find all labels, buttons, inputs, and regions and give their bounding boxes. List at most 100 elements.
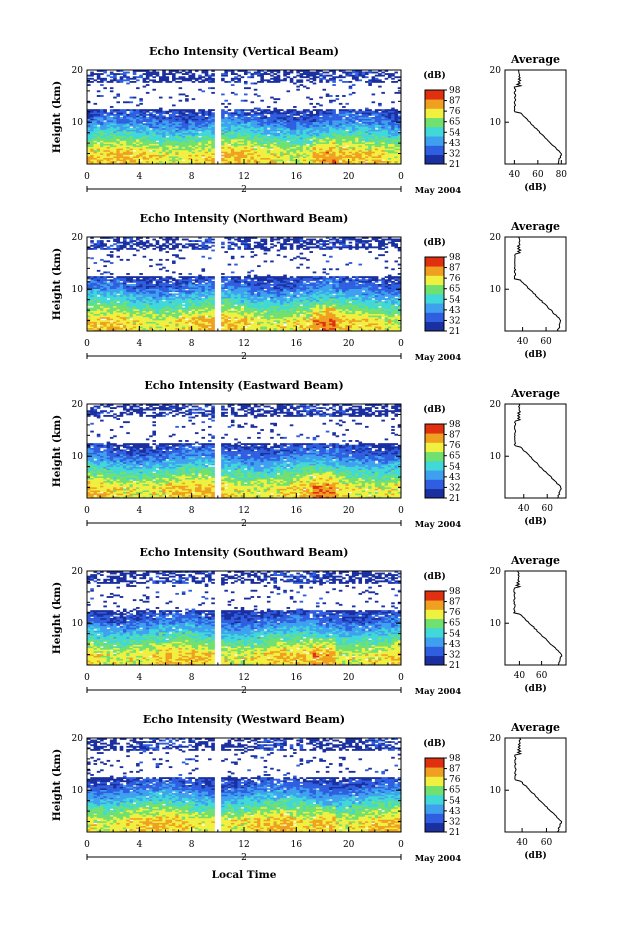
heatmap-cell	[162, 239, 166, 241]
heatmap-cell	[345, 72, 349, 74]
heatmap-cell	[169, 276, 173, 278]
heatmap-cell	[313, 109, 317, 111]
heatmap-cell	[110, 79, 114, 81]
heatmap-cell	[336, 76, 340, 78]
heatmap-cell	[113, 97, 117, 99]
heatmap-cell	[352, 75, 356, 77]
heatmap-cell	[257, 81, 261, 83]
heatmap-cell	[365, 72, 369, 74]
heatmap-cell	[185, 109, 189, 111]
heatmap-cell	[254, 83, 258, 85]
heatmap-cell	[94, 109, 98, 111]
heatmap-cells	[87, 70, 401, 164]
heatmap-cell	[201, 158, 205, 160]
heatmap-cell	[179, 72, 183, 74]
heatmap-cell	[87, 109, 91, 111]
heatmap-cell	[87, 84, 91, 86]
heatmap-cell	[273, 101, 277, 103]
heatmap-cell	[355, 122, 359, 124]
panel-title: Echo Intensity (Northward Beam)	[140, 212, 349, 225]
heatmap-cell	[123, 101, 127, 103]
heatmap-cell	[192, 98, 196, 100]
heatmap-cell	[296, 86, 300, 88]
heatmap-cell	[332, 84, 336, 86]
heatmap-cell	[185, 72, 189, 74]
heatmap-cell	[211, 87, 215, 89]
heatmap-cell	[172, 271, 176, 273]
heatmap-cell	[349, 94, 353, 96]
heatmap-cell	[300, 79, 304, 81]
heatmap-cell	[133, 97, 137, 99]
heatmap-cell	[152, 89, 156, 91]
heatmap-cell	[103, 109, 107, 111]
profile-x-label: (dB)	[524, 182, 546, 193]
heatmap-cell	[198, 75, 202, 77]
heatmap-cell	[385, 73, 389, 75]
heatmap-cell	[149, 112, 153, 114]
heatmap-cell	[97, 90, 101, 92]
heatmap-cell	[368, 79, 372, 81]
heatmap-cell	[90, 276, 94, 278]
heatmap-cell	[90, 72, 94, 74]
heatmap-cell	[103, 276, 107, 278]
heatmap-cell	[375, 78, 379, 80]
heatmap-cell	[277, 133, 281, 135]
heatmap-cell	[159, 259, 163, 261]
heatmap-cell	[179, 100, 183, 102]
heatmap-cell	[143, 78, 147, 80]
heatmap-cell	[372, 111, 376, 113]
heatmap-cell	[391, 73, 395, 75]
heatmap-cell	[309, 103, 313, 105]
heatmap-cell	[103, 320, 107, 322]
heatmap-cell	[221, 155, 225, 157]
heatmap-cell	[139, 103, 143, 105]
heatmap-cell	[182, 73, 186, 75]
heatmap-cell	[175, 115, 179, 117]
heatmap-cell	[290, 78, 294, 80]
heatmap-cell	[372, 94, 376, 96]
y-tick-label: 20	[72, 66, 84, 76]
heatmap-cell	[336, 95, 340, 97]
heatmap-cells	[87, 237, 401, 331]
heatmap-cell	[136, 109, 140, 111]
heatmap-cell	[172, 254, 176, 256]
heatmap-cell	[254, 72, 258, 74]
heatmap-cell	[172, 245, 176, 247]
heatmap-cell	[149, 243, 153, 245]
heatmap-cell	[179, 76, 183, 78]
heatmap-cell	[205, 117, 209, 119]
heatmap-cell	[126, 83, 130, 85]
heatmap-cell	[303, 76, 307, 78]
heatmap-cell	[358, 123, 362, 125]
heatmap-cell	[257, 108, 261, 110]
profile-line	[514, 70, 561, 164]
heatmap-cell	[143, 248, 147, 250]
colorbar-tick-label: 87	[449, 97, 461, 107]
panel-title: Echo Intensity (Vertical Beam)	[149, 45, 339, 58]
heatmap-cell	[247, 76, 251, 78]
heatmap-cell	[306, 109, 310, 111]
heatmap-cell	[381, 81, 385, 83]
heatmap-cell	[394, 72, 398, 74]
heatmap-cell	[198, 115, 202, 117]
heatmap-cell	[313, 83, 317, 85]
heatmap-cell	[156, 279, 160, 281]
heatmap-cell	[175, 254, 179, 256]
colorbar-swatch	[425, 99, 444, 109]
heatmap-cell	[90, 245, 94, 247]
profile-x-tick-label: 40	[509, 170, 521, 180]
heatmap-cell	[306, 114, 310, 116]
heatmap-cell	[345, 103, 349, 105]
heatmap-cell	[130, 276, 134, 278]
heatmap-cell	[375, 72, 379, 74]
colorbar-swatch	[425, 127, 444, 137]
heatmap-cell	[381, 109, 385, 111]
heatmap-cell	[133, 279, 137, 281]
heatmap-cell	[100, 240, 104, 242]
heatmap-cell	[149, 79, 153, 81]
heatmap-cell	[378, 86, 382, 88]
heatmap-cell	[110, 87, 114, 89]
heatmap-cell	[391, 78, 395, 80]
panel-1: Echo Intensity (Vertical Beam)2010Height…	[51, 45, 567, 196]
heatmap-cell	[136, 76, 140, 78]
